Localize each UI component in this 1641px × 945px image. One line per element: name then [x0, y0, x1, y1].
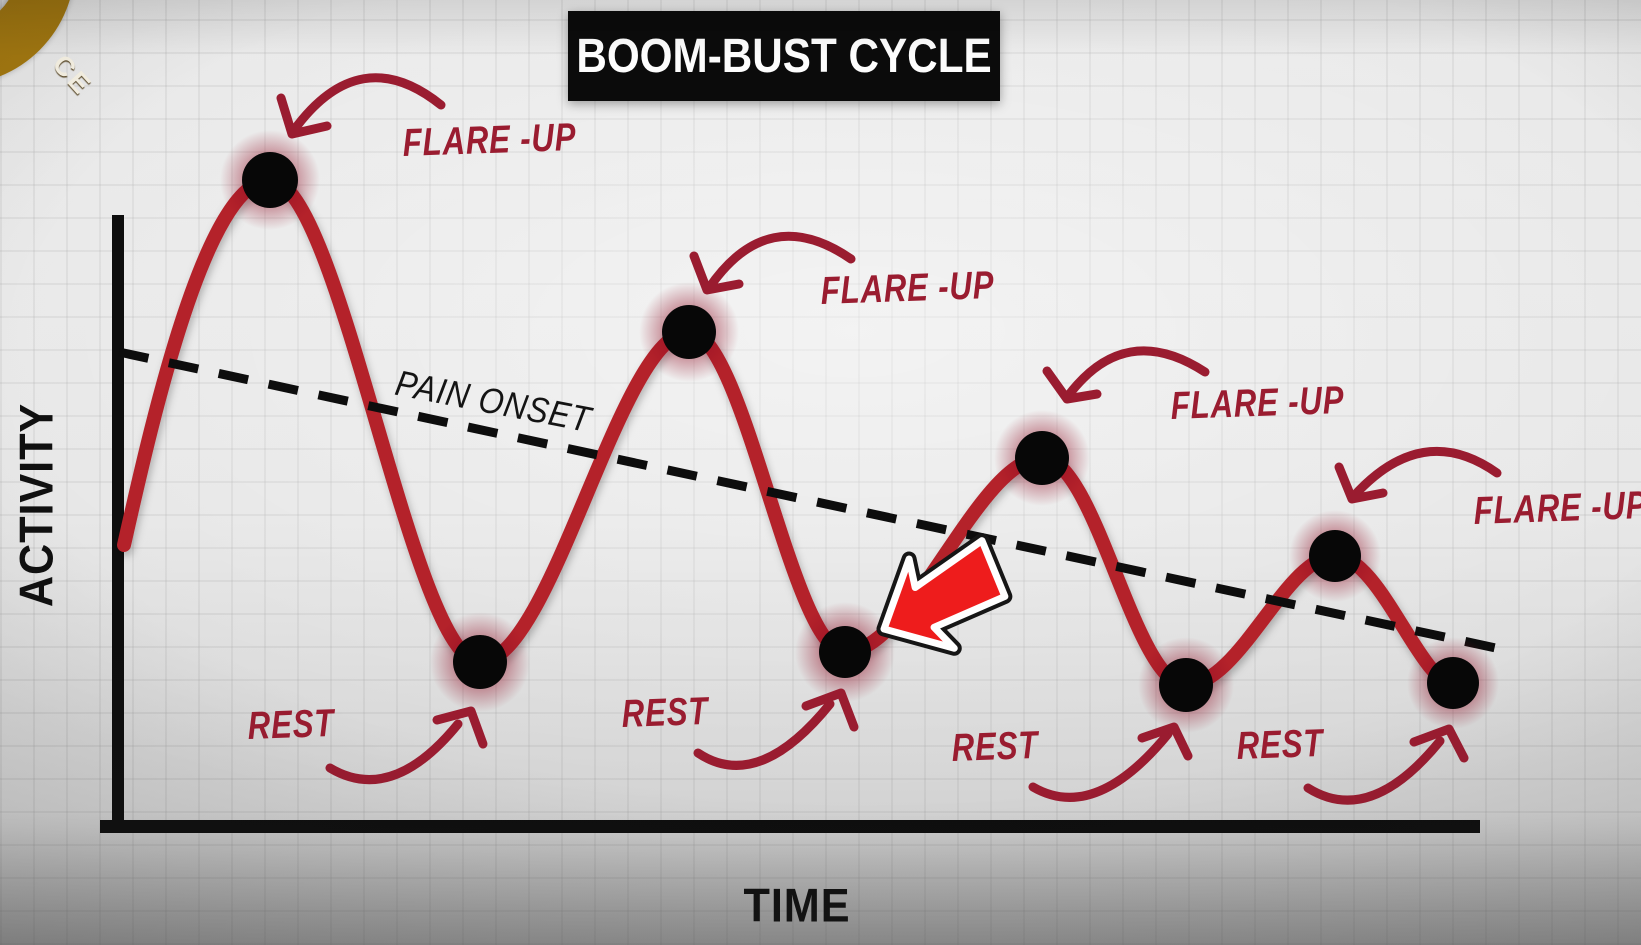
flare-up-arrow-2-icon	[689, 231, 856, 295]
cycle-node-dots	[220, 130, 1499, 733]
flare-up-dot-4	[1309, 530, 1361, 582]
flare-up-arrow-3-icon	[1042, 346, 1210, 404]
rest-arrow-4-icon	[1303, 724, 1469, 805]
rest-arrow-3-icon	[1028, 722, 1193, 802]
rest-arrow-1-icon	[325, 706, 488, 785]
y-axis-line	[112, 215, 124, 832]
rest-label-1: REST	[247, 701, 335, 748]
rest-arrow-2-icon	[693, 688, 859, 770]
rest-label-2: REST	[621, 689, 709, 736]
activity-curve	[117, 172, 1460, 693]
pain-onset-threshold-line	[118, 347, 1506, 655]
flare-up-arrow-1-icon	[276, 73, 446, 139]
flare-up-dot-3	[1015, 431, 1069, 485]
flare-up-label-1: FLARE -UP	[402, 115, 577, 165]
title-banner: BOOM-BUST CYCLE	[568, 11, 1000, 101]
highlight-arrow-icon	[876, 533, 1013, 656]
rest-label-4: REST	[1236, 721, 1324, 768]
flare-up-dot-1	[242, 152, 298, 208]
flare-up-label-4: FLARE -UP	[1473, 483, 1641, 533]
flare-up-label-2: FLARE -UP	[820, 263, 995, 313]
x-axis-label: TIME	[743, 878, 851, 932]
flare-up-label-3: FLARE -UP	[1170, 378, 1345, 428]
page-title: BOOM-BUST CYCLE	[576, 29, 992, 83]
rest-dot-4	[1427, 657, 1479, 709]
rest-dot-1	[453, 635, 507, 689]
y-axis-label: ACTIVITY	[9, 402, 63, 608]
rest-label-3: REST	[951, 723, 1039, 770]
rest-dot-3	[1159, 658, 1213, 712]
x-axis-line	[100, 820, 1480, 833]
flare-up-arrow-4-icon	[1334, 446, 1502, 504]
rest-dot-2	[819, 626, 871, 678]
flare-up-dot-2	[662, 305, 716, 359]
